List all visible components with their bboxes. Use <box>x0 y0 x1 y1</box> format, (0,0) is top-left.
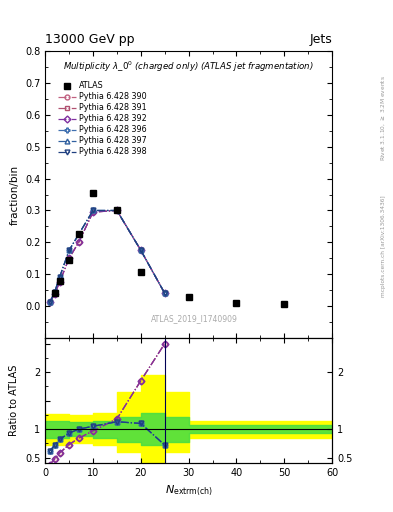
Y-axis label: fraction/bin: fraction/bin <box>9 164 19 225</box>
Y-axis label: Ratio to ATLAS: Ratio to ATLAS <box>9 365 19 436</box>
Text: 13000 GeV pp: 13000 GeV pp <box>45 33 135 46</box>
Text: mcplots.cern.ch [arXiv:1306.3436]: mcplots.cern.ch [arXiv:1306.3436] <box>381 195 386 296</box>
Text: Jets: Jets <box>309 33 332 46</box>
Text: ATLAS_2019_I1740909: ATLAS_2019_I1740909 <box>151 314 238 324</box>
X-axis label: $N_{\mathsf{extrm(ch)}}$: $N_{\mathsf{extrm(ch)}}$ <box>165 484 213 498</box>
Text: Rivet 3.1.10, $\geq$ 3.2M events: Rivet 3.1.10, $\geq$ 3.2M events <box>379 75 387 161</box>
Text: Multiplicity $\lambda\_0^0$ (charged only) (ATLAS jet fragmentation): Multiplicity $\lambda\_0^0$ (charged onl… <box>63 60 314 74</box>
Legend: ATLAS, Pythia 6.428 390, Pythia 6.428 391, Pythia 6.428 392, Pythia 6.428 396, P: ATLAS, Pythia 6.428 390, Pythia 6.428 39… <box>55 78 150 160</box>
